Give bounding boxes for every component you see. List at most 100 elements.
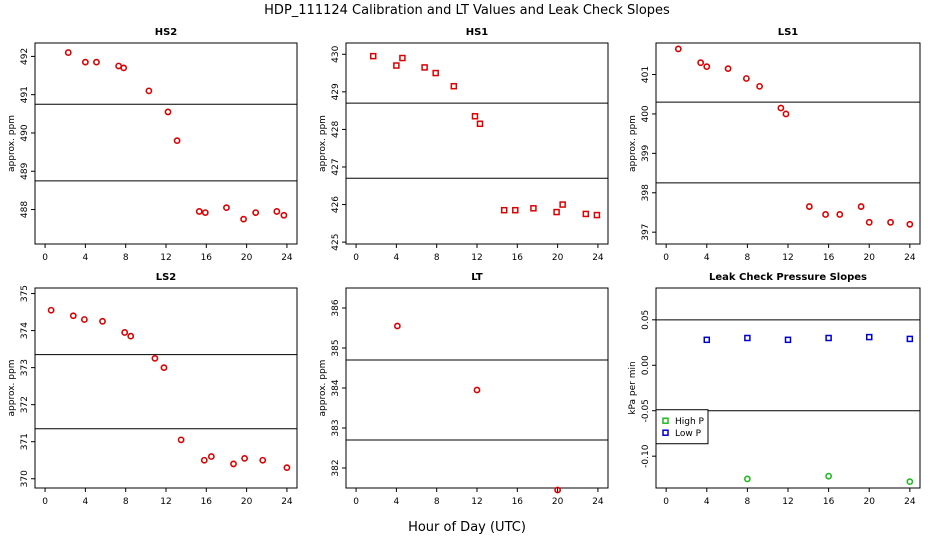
x-tick-label: 0 [353, 253, 359, 263]
plot-frame [655, 287, 921, 489]
y-tick-label: 382 [331, 459, 341, 476]
y-tick-label: 426 [331, 196, 341, 213]
data-point [865, 218, 873, 226]
data-point [240, 215, 247, 223]
x-tick-label: 8 [745, 253, 751, 263]
data-point [151, 354, 159, 362]
data-point [173, 137, 181, 145]
y-axis-label: approx. ppm [7, 360, 17, 417]
panel-6: Leak Check Pressure Slopes 0 4 8 12 16 20 24 -0.… [628, 272, 921, 507]
y-tick-label: 425 [331, 234, 341, 251]
y-tick-label: 399 [641, 144, 651, 161]
x-tick-label: 4 [83, 253, 89, 263]
y-tick-label: 370 [20, 470, 30, 487]
data-point [252, 209, 260, 217]
x-tick-label: 16 [512, 497, 524, 507]
y-axis-label: kPa per min [628, 361, 638, 414]
data-point [145, 87, 153, 95]
y-tick-label: 427 [331, 158, 341, 175]
y-tick-label: 489 [20, 162, 30, 179]
data-point [241, 454, 248, 462]
data-point [777, 104, 785, 112]
y-tick-label: 375 [20, 285, 30, 302]
x-tick-label: 16 [823, 497, 835, 507]
y-tick-label: 386 [331, 299, 341, 316]
x-tick-label: 24 [281, 253, 293, 263]
x-tick-label: 4 [83, 497, 89, 507]
y-tick-label: -0.05 [641, 399, 651, 422]
data-point [559, 201, 566, 208]
y-tick-label: 383 [331, 419, 341, 436]
data-point [906, 335, 914, 343]
data-point [825, 472, 833, 480]
data-point [47, 306, 55, 314]
data-point [393, 322, 401, 330]
data-point [743, 475, 751, 483]
y-axis-label: approx. ppm [318, 115, 328, 172]
data-point [784, 336, 792, 344]
data-point [744, 334, 751, 342]
y-tick-label: 490 [20, 124, 30, 141]
y-tick-label: 384 [331, 379, 341, 396]
x-tick-label: 0 [663, 253, 669, 263]
x-tick-label: 12 [782, 497, 793, 507]
x-tick-label: 20 [552, 497, 564, 507]
y-tick-label: 428 [331, 121, 341, 138]
data-point [164, 108, 172, 116]
y-tick-label: 373 [20, 359, 30, 376]
y-axis-label: approx. ppm [318, 360, 328, 417]
data-point [230, 460, 237, 468]
data-point [421, 64, 428, 71]
panel-title: LT [471, 272, 483, 283]
legend-marker [662, 417, 669, 424]
y-tick-label: 429 [331, 83, 341, 100]
x-tick-label: 20 [241, 497, 253, 507]
data-point [127, 332, 135, 340]
x-tick-label: 0 [663, 497, 669, 507]
x-tick-label: 12 [160, 253, 171, 263]
data-point [259, 456, 267, 464]
data-point [471, 113, 479, 120]
x-tick-label: 8 [123, 253, 129, 263]
y-tick-label: 0.00 [641, 355, 651, 375]
legend-label: Low P [675, 429, 702, 439]
data-point [906, 220, 914, 228]
x-tick-label: 0 [42, 253, 48, 263]
x-tick-label: 24 [904, 253, 916, 263]
x-tick-label: 0 [353, 497, 359, 507]
data-point [703, 63, 711, 71]
data-point [857, 203, 865, 210]
data-point [273, 208, 281, 215]
x-tick-label: 20 [864, 497, 876, 507]
x-tick-label: 24 [592, 497, 604, 507]
x-tick-label: 8 [434, 497, 440, 507]
legend-label: High P [675, 417, 705, 427]
legend-marker [662, 429, 669, 436]
data-point [369, 52, 377, 60]
x-tick-label: 20 [864, 253, 876, 263]
x-tick-label: 8 [745, 497, 751, 507]
data-point [805, 203, 813, 210]
y-tick-label: 398 [641, 184, 651, 201]
data-point [64, 49, 72, 56]
data-point [674, 45, 682, 53]
y-tick-label: 385 [331, 339, 341, 356]
x-tick-label: 12 [471, 497, 482, 507]
legend-box [655, 409, 709, 445]
panel-title: LS2 [156, 272, 177, 283]
data-point [80, 316, 88, 323]
data-point [554, 486, 562, 494]
y-tick-label: 492 [20, 48, 30, 65]
panel-4: LS2 0 4 8 12 16 20 24 370 371 372 373 374 375 approx. … [7, 272, 298, 507]
data-point [223, 204, 230, 212]
data-point [865, 333, 873, 341]
x-tick-label: 4 [704, 497, 710, 507]
data-point [906, 478, 914, 486]
data-point [836, 211, 844, 218]
data-point [399, 54, 406, 62]
data-point [81, 58, 89, 66]
data-point [177, 436, 185, 444]
y-tick-label: 491 [20, 86, 30, 103]
data-point [782, 110, 790, 118]
